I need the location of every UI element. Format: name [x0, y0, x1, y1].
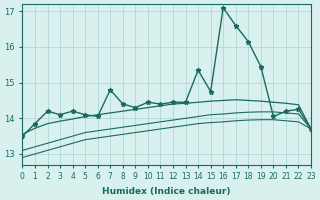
X-axis label: Humidex (Indice chaleur): Humidex (Indice chaleur)	[102, 187, 231, 196]
